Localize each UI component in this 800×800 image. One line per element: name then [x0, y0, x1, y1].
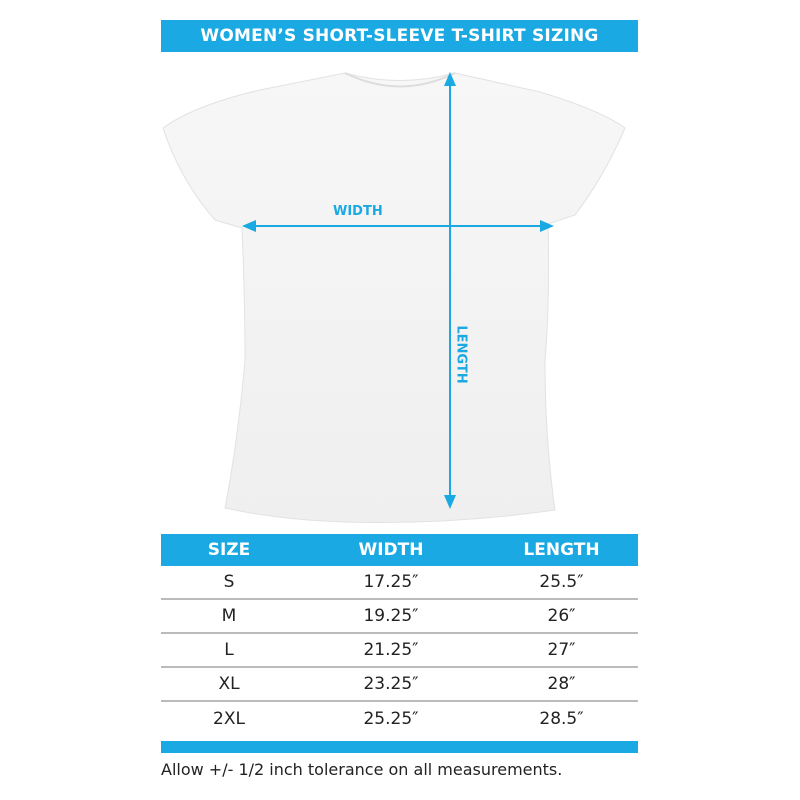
cell-size: L: [224, 640, 234, 660]
cell-length: 28.5″: [539, 709, 584, 729]
tolerance-note: Allow +/- 1/2 inch tolerance on all meas…: [161, 760, 563, 779]
cell-width: 17.25″: [363, 572, 419, 592]
table-row: XL 23.25″ 28″: [161, 668, 638, 702]
cell-size: 2XL: [213, 709, 245, 729]
cell-length: 26″: [547, 606, 576, 626]
table-row: L 21.25″ 27″: [161, 634, 638, 668]
cell-size: XL: [218, 674, 240, 694]
width-label: WIDTH: [333, 204, 383, 219]
header-length: LENGTH: [523, 540, 600, 560]
table-header: SIZE WIDTH LENGTH: [161, 534, 638, 566]
header-width: WIDTH: [358, 540, 424, 560]
tshirt-image: [162, 72, 626, 523]
page-title: WOMEN’S SHORT-SLEEVE T-SHIRT SIZING: [161, 20, 638, 52]
length-arrow: [444, 72, 456, 509]
table-row: S 17.25″ 25.5″: [161, 566, 638, 600]
cell-length: 27″: [547, 640, 576, 660]
cell-size: S: [223, 572, 235, 592]
table-row: M 19.25″ 26″: [161, 600, 638, 634]
cell-length: 25.5″: [539, 572, 584, 592]
table-footer-bar: [161, 741, 638, 753]
cell-width: 25.25″: [363, 709, 419, 729]
cell-length: 28″: [547, 674, 576, 694]
size-table: SIZE WIDTH LENGTH S 17.25″ 25.5″ M 19.25…: [161, 534, 638, 736]
cell-width: 23.25″: [363, 674, 419, 694]
length-label: LENGTH: [453, 325, 469, 384]
cell-width: 19.25″: [363, 606, 419, 626]
cell-size: M: [221, 606, 237, 626]
header-size: SIZE: [207, 540, 251, 560]
cell-width: 21.25″: [363, 640, 419, 660]
width-arrow: [242, 220, 554, 232]
table-row: 2XL 25.25″ 28.5″: [161, 702, 638, 736]
